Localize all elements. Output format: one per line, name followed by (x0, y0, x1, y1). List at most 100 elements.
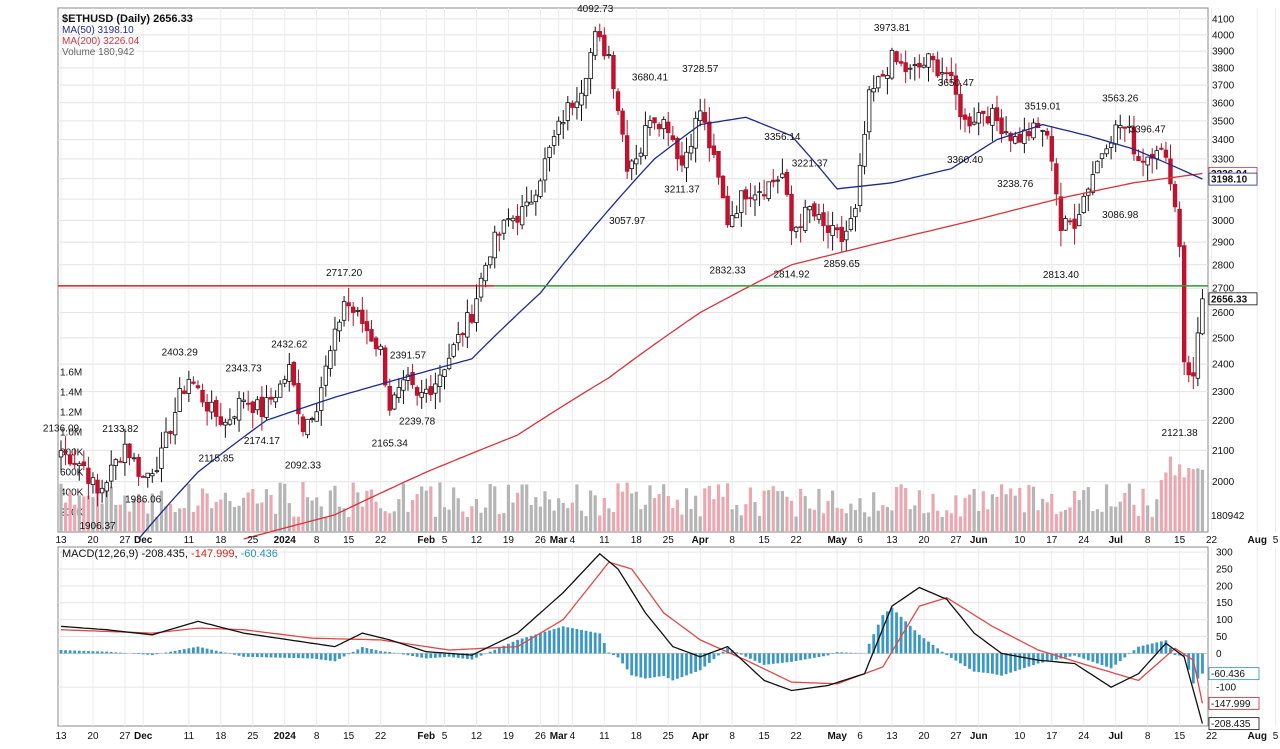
volume-bar (881, 505, 884, 532)
macd-legend: MACD(12,26,9) -208.435, -147.999, -60.43… (62, 548, 278, 560)
volume-bar (1082, 490, 1085, 532)
price-axis-tick-label: 4000 (1212, 30, 1235, 41)
volume-bar (311, 500, 314, 532)
candle-body (1068, 221, 1072, 222)
volume-bar (1173, 475, 1176, 532)
macd-hist-bar (407, 653, 410, 655)
macd-hist-bar (69, 650, 72, 653)
volume-bar (543, 491, 546, 532)
macd-hist-bar (493, 650, 496, 654)
volume-bar (995, 497, 998, 532)
candle-body (708, 122, 712, 148)
volume-bar (794, 517, 797, 532)
candle-body (461, 333, 465, 334)
volume-bar (890, 510, 893, 532)
macd-hist-bar (881, 615, 884, 653)
volume-bar (1059, 512, 1062, 532)
candle-body (507, 219, 511, 220)
volume-bar (1146, 505, 1149, 532)
price-annotation: 2165.34 (372, 439, 409, 450)
macd-hist-bar (644, 653, 647, 678)
macd-hist-bar (498, 648, 501, 654)
volume-bar (973, 489, 976, 532)
macd-hist-bar (92, 651, 95, 653)
volume-bar (530, 505, 533, 532)
volume-bar (621, 492, 624, 532)
price-x-label: 13 (886, 535, 898, 546)
macd-hist-bar (384, 652, 387, 654)
macd-x-label: 22 (1206, 731, 1218, 742)
candle-body (96, 480, 100, 493)
volume-bar (59, 484, 62, 532)
volume-bar (128, 512, 131, 532)
volume-bar (502, 513, 505, 532)
candle-body (950, 72, 954, 75)
volume-bar (598, 515, 601, 532)
price-x-label: 15 (343, 535, 355, 546)
macd-hist-bar (233, 653, 236, 654)
candle-body (402, 380, 406, 390)
macd-hist-bar (1137, 647, 1140, 654)
candle-body (548, 147, 552, 157)
macd-hist-bar (845, 653, 848, 654)
candle-body (251, 402, 255, 413)
macd-hist-bar (781, 653, 784, 662)
candle-body (342, 301, 346, 320)
price-axis-tick-label: 2400 (1212, 360, 1235, 371)
macd-x-label: Jul (1108, 731, 1123, 742)
candle-body (721, 176, 725, 198)
candle-body (283, 380, 287, 384)
candle-body (653, 118, 657, 123)
volume-bar (630, 493, 633, 532)
volume-bar (612, 512, 615, 532)
macd-hist-bar (936, 648, 939, 653)
volume-bar (1036, 510, 1039, 532)
candle-body (73, 463, 77, 464)
macd-x-label: 27 (950, 731, 962, 742)
volume-bar (1055, 514, 1058, 532)
volume-axis-tick-label: 1.2M (60, 408, 82, 419)
volume-bar (1023, 512, 1026, 532)
volume-bar (452, 487, 455, 532)
volume-bar (886, 507, 889, 532)
volume-bar (361, 507, 364, 532)
volume-bar (1132, 505, 1135, 532)
price-x-label: 19 (503, 535, 515, 546)
price-right-label: 3198.10 (1211, 175, 1248, 186)
volume-bar (356, 492, 359, 532)
candle-body (621, 111, 625, 134)
volume-bar (333, 486, 336, 532)
volume-bar (991, 494, 994, 532)
volume-bar (283, 484, 286, 532)
candle-body (77, 464, 81, 466)
volume-bar (1137, 516, 1140, 532)
candle-body (1023, 130, 1027, 144)
price-axis-tick-label: 2900 (1212, 238, 1235, 249)
macd-hist-bar (1151, 643, 1154, 653)
candle-body (383, 348, 387, 385)
macd-hist-bar (420, 653, 423, 657)
macd-hist-bar (260, 653, 263, 657)
volume-bar (1128, 483, 1131, 532)
macd-x-label: 11 (599, 731, 610, 742)
price-annotation: 2092.33 (285, 461, 322, 472)
candle-body (1013, 137, 1017, 144)
price-annotation: 1906.37 (79, 521, 116, 532)
volume-bar (1073, 491, 1076, 532)
volume-bar (804, 496, 807, 532)
candle-body (109, 465, 113, 481)
volume-bar (365, 491, 368, 532)
candle-body (739, 191, 743, 213)
price-annotation: 3086.98 (1102, 210, 1139, 221)
volume-bar (475, 499, 478, 532)
macd-hist-bar (1119, 653, 1122, 661)
volume-bar (393, 511, 396, 532)
volume-bar (1046, 502, 1049, 532)
macd-hist-bar (918, 635, 921, 654)
candle-body (758, 192, 762, 193)
volume-bar (717, 485, 720, 532)
candle-body (767, 182, 771, 199)
macd-axis-tick-label: 150 (1216, 598, 1233, 609)
